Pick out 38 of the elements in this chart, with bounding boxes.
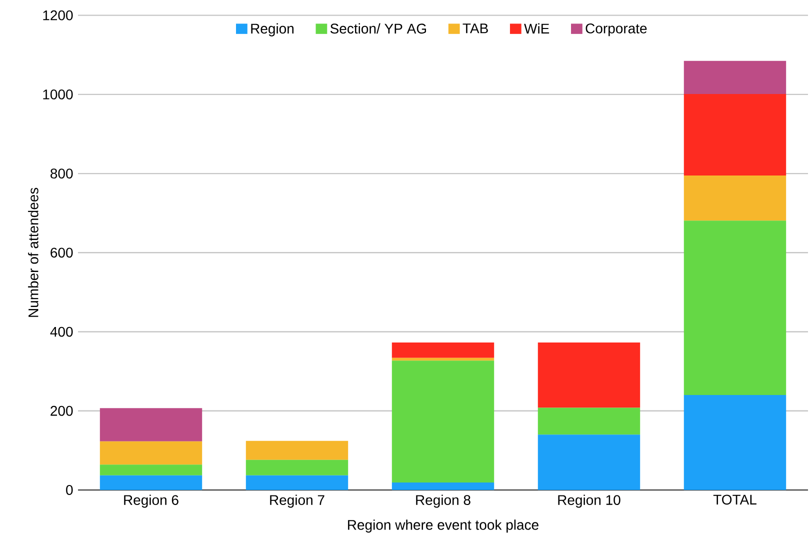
y-tick-label: 1000 [43,89,73,100]
legend-label: Corporate [586,23,647,36]
bar [246,440,348,460]
y-tick-label: 1200 [43,10,73,20]
bar [100,464,202,476]
legend-label: Section/ YP AG [330,23,426,34]
bar [538,342,640,408]
bar [684,395,786,490]
bar [392,360,494,482]
bar [684,176,786,221]
y-tick-label: 200 [50,406,73,416]
bar [100,408,202,442]
bar [246,460,348,476]
y-tick-label: 800 [50,168,73,179]
x-tick-label: Region 10 [558,494,620,508]
bar [538,434,640,490]
y-tick-label: 600 [50,248,73,258]
x-tick-label: Region 6 [124,494,178,508]
y-tick-label: 400 [50,326,73,337]
bar [684,60,786,94]
bar [684,94,786,176]
x-tick-label: TOTAL [713,494,756,505]
bar [392,358,494,361]
bar [684,220,786,396]
y-tick-label: 0 [66,485,73,495]
bar [392,342,494,358]
bar [100,441,202,465]
legend-label: Region [251,23,294,36]
x-axis-title: Region where event took place [348,520,538,533]
bar [538,408,640,435]
bar [246,475,348,490]
legend-label: TAB [462,24,488,34]
x-tick-label: Region 7 [270,494,324,508]
legend-label: WiE [524,23,550,34]
y-axis-title: Number of attendees [28,188,38,317]
bar [100,475,202,490]
x-tick-label: Region 8 [416,494,470,508]
bar [392,482,494,490]
